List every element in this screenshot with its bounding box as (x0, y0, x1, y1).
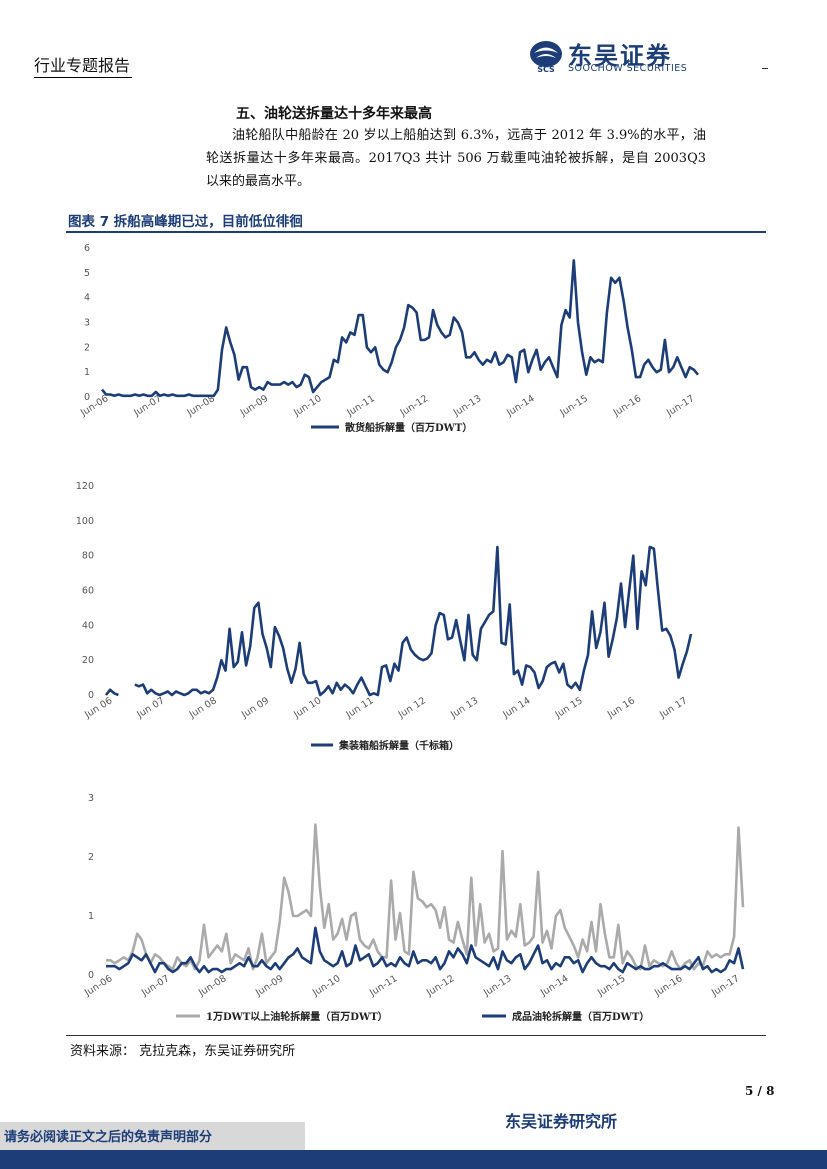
y-tick-label: 2 (88, 852, 94, 863)
disclaimer-text: 请务必阅读正文之后的免责声明部分 (4, 1130, 213, 1145)
logo-mark-text: SCS (537, 65, 555, 74)
y-tick-label: 1 (88, 911, 94, 922)
y-tick-label: 3 (84, 318, 90, 329)
series-line-2 (106, 926, 745, 974)
x-tick-label: Jun-09 (253, 973, 285, 999)
y-tick-label: 2 (84, 342, 90, 353)
header-dash (762, 68, 768, 69)
logo-mark-icon: SCS (530, 41, 562, 74)
x-tick-label: Jun 07 (134, 695, 166, 721)
x-tick-label: Jun 09 (239, 695, 271, 721)
y-tick-label: 5 (84, 268, 90, 279)
x-tick-label: Jun-12 (398, 393, 430, 419)
x-tick-label: Jun-09 (238, 393, 270, 419)
y-tick-label: 0 (84, 392, 90, 403)
x-tick-label: Jun-07 (139, 973, 171, 999)
x-tick-label: Jun 08 (187, 695, 219, 721)
y-tick-label: 40 (82, 620, 94, 631)
header-underline (34, 77, 132, 78)
section-paragraph: 油轮船队中船龄在 20 岁以上船舶达到 6.3%，远高于 2012 年 3.9%… (206, 124, 706, 193)
x-tick-label: Jun-11 (367, 973, 399, 999)
figure-title: 图表 7 拆船高峰期已过，目前低位徘徊 (68, 214, 303, 230)
y-tick-label: 60 (82, 586, 94, 597)
source-rule (66, 1035, 766, 1036)
x-tick-label: Jun-15 (557, 393, 589, 419)
report-type: 行业专题报告 (34, 56, 131, 75)
x-tick-label: Jun-13 (451, 393, 483, 419)
series-line-1 (101, 259, 700, 398)
x-tick-label: Jun 10 (291, 695, 323, 721)
y-tick-label: 0 (88, 690, 94, 701)
series-line-1 (106, 823, 745, 971)
x-tick-label: Jun-08 (196, 973, 228, 999)
section-title: 五、油轮送拆量达十多年来最高 (236, 106, 432, 122)
y-tick-label: 4 (84, 293, 90, 304)
series-line-1 (104, 545, 693, 697)
y-tick-label: 100 (76, 516, 94, 527)
footer-bar (0, 1150, 827, 1169)
source-note: 资料来源： 克拉克森，东吴证券研究所 (70, 1044, 296, 1059)
logo-name-en: SOOCHOW SECURITIES (568, 63, 688, 74)
tanker-scrapping-chart: 0 1 2 3 Jun-06 Jun-07 Jun-08 Jun-09 Jun-10 Jun-11… (82, 793, 745, 1023)
x-tick-label: Jun 11 (344, 695, 376, 721)
x-tick-label: Jun 15 (553, 695, 585, 721)
x-tick-label: Jun-15 (595, 973, 627, 999)
x-tick-label: Jun-14 (538, 973, 570, 999)
x-tick-label: Jun-16 (652, 973, 684, 999)
x-tick-label: Jun-16 (611, 393, 643, 419)
x-tick-label: Jun-13 (481, 973, 513, 999)
y-tick-label: 0 (88, 970, 94, 981)
disclaimer-box (0, 1122, 305, 1150)
x-tick-label: Jun-11 (344, 393, 376, 419)
figure-title-rule (66, 231, 766, 233)
x-tick-label: Jun-14 (504, 393, 536, 419)
legend-label: 集装箱船拆解量（千标箱） (338, 739, 459, 752)
x-tick-label: Jun-17 (664, 393, 696, 419)
x-tick-label: Jun 12 (396, 695, 428, 721)
logo-name-cn: 东吴证券 (568, 42, 672, 70)
y-tick-label: 6 (84, 243, 90, 254)
institute-name: 东吴证券研究所 (505, 1112, 618, 1131)
y-tick-label: 80 (82, 551, 94, 562)
x-tick-label: Jun-10 (310, 973, 342, 999)
y-tick-label: 1 (84, 367, 90, 378)
legend-label: 1万DWT以上油轮拆解量（百万DWT） (206, 1010, 388, 1023)
x-tick-label: Jun 13 (448, 695, 480, 721)
y-tick-label: 3 (88, 793, 94, 804)
legend-label: 散货船拆解量（百万DWT） (345, 421, 472, 434)
x-tick-label: Jun-17 (709, 973, 741, 999)
x-tick-label: Jun-06 (82, 973, 114, 999)
x-tick-label: Jun-06 (78, 393, 110, 419)
x-tick-label: Jun 14 (500, 695, 532, 721)
y-tick-label: 20 (82, 655, 94, 666)
legend-label: 成品油轮拆解量（百万DWT） (512, 1010, 649, 1023)
x-tick-label: Jun 17 (657, 695, 689, 721)
paragraph-text: 油轮船队中船龄在 20 岁以上船舶达到 6.3%，远高于 2012 年 3.9%… (206, 128, 706, 189)
x-tick-label: Jun 16 (605, 695, 637, 721)
y-tick-label: 120 (76, 481, 94, 492)
soochow-logo: SCS 东吴证券 SOOCHOW SECURITIES (528, 38, 698, 78)
x-tick-label: Jun-12 (424, 973, 456, 999)
page-number: 5 / 8 (745, 1084, 775, 1098)
x-tick-label: Jun-10 (291, 393, 323, 419)
